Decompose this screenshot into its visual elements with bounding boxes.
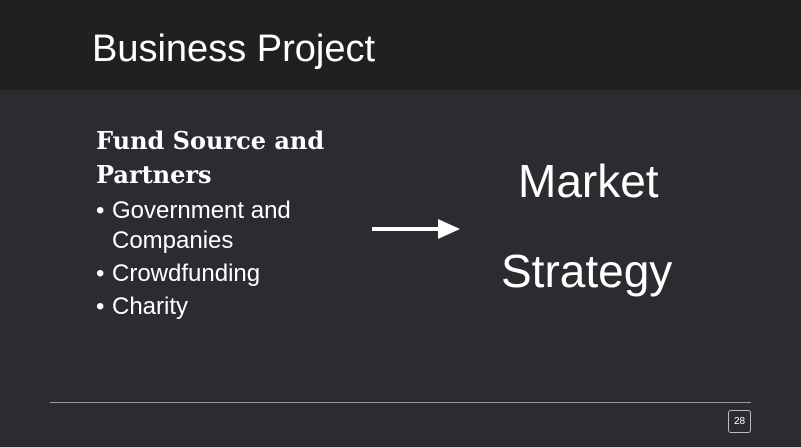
footer-divider	[50, 402, 751, 403]
page-number: 28	[728, 410, 751, 433]
bullet-dot: •	[96, 293, 105, 320]
strategy-text: Strategy	[501, 245, 673, 297]
bullet-item-government: • Government and Companies	[96, 196, 366, 256]
bullet-item-crowdfunding: • Crowdfunding	[96, 259, 366, 289]
bullet-dot: •	[96, 197, 105, 224]
right-arrow-icon	[372, 219, 460, 239]
slide-title: Business Project	[92, 28, 376, 70]
bullet-list: • Government and Companies • Crowdfundin…	[96, 196, 366, 325]
bullet-text: Charity	[112, 293, 189, 320]
bullet-text: Government and Companies	[112, 197, 291, 254]
section-heading: Fund Source and Partners	[96, 126, 325, 189]
market-text: Market	[518, 155, 659, 207]
bullet-text: Crowdfunding	[112, 260, 261, 287]
bullet-dot: •	[96, 260, 105, 287]
bullet-item-charity: • Charity	[96, 292, 366, 322]
title-bar: Business Project	[0, 0, 801, 90]
